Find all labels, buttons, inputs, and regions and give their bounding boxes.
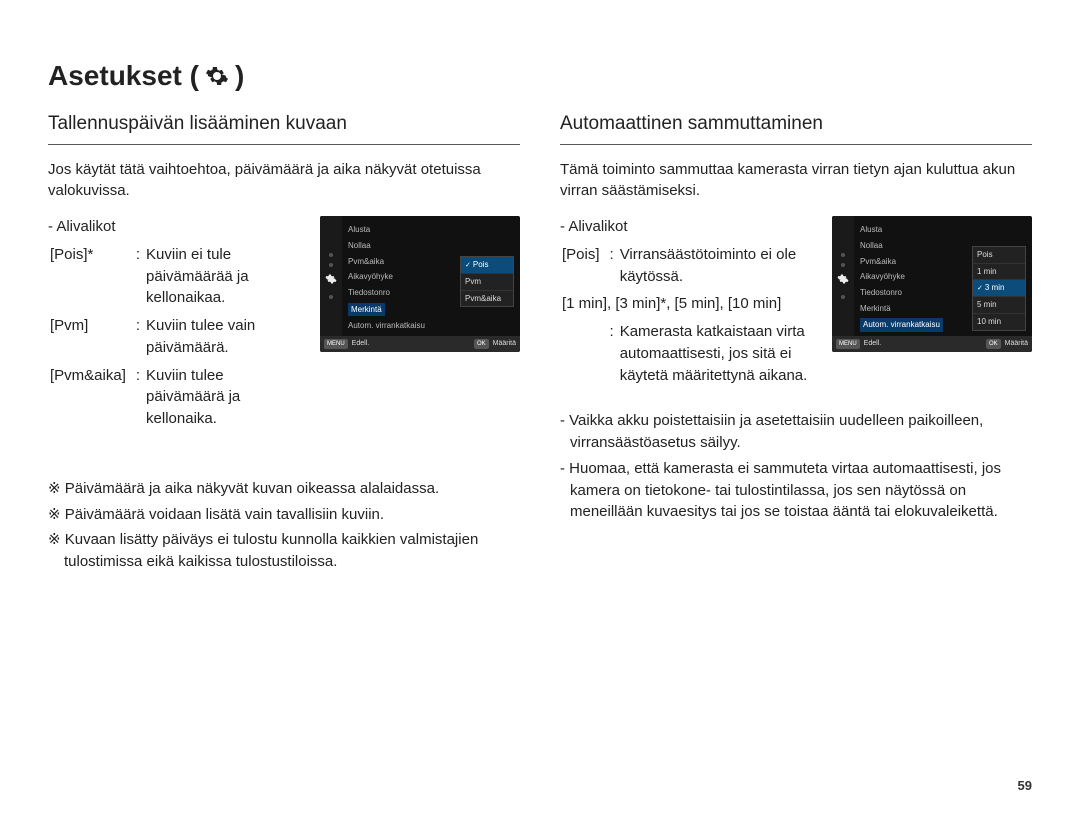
right-upper-row: - Alivalikot [Pois] : Virransäästötoimin…	[560, 216, 1032, 392]
shot-side	[832, 216, 854, 336]
side-dot-icon	[841, 295, 845, 299]
colon: :	[610, 244, 618, 292]
right-column: Automaattinen sammuttaminen Tämä toimint…	[560, 110, 1032, 577]
desc: Kuviin tulee päivämäärä ja kellonaika.	[146, 365, 310, 434]
side-dot-icon	[329, 263, 333, 267]
popup: Pois Pvm Pvm&aika	[460, 256, 514, 307]
desc: Virransäästötoiminto ei ole käytössä.	[620, 244, 822, 292]
right-screenshot: Alusta Nollaa Pvm&aika Aikavyöhyke Tiedo…	[832, 216, 1032, 352]
table-row: : Kamerasta katkaistaan virta automaatti…	[562, 321, 822, 390]
right-heading: Automaattinen sammuttaminen	[560, 110, 1032, 145]
left-column: Tallennuspäivän lisääminen kuvaan Jos kä…	[48, 110, 520, 577]
menu-button-icon: MENU	[324, 339, 348, 350]
ok-button-icon: OK	[986, 339, 1001, 350]
note: ※ Päivämäärä voidaan lisätä vain tavalli…	[48, 504, 520, 526]
term: [Pois]*	[50, 244, 134, 313]
gear-icon	[837, 273, 849, 289]
page-number: 59	[1018, 778, 1032, 793]
manual-page: Asetukset ( ) Tallennuspäivän lisääminen…	[0, 0, 1080, 815]
gear-icon	[205, 64, 229, 88]
left-submenu-label: - Alivalikot	[48, 216, 312, 238]
menu-row: Nollaa	[348, 240, 514, 252]
term: [Pvm&aika]	[50, 365, 134, 434]
table-row: [Pois] : Virransäästötoiminto ei ole käy…	[562, 244, 822, 292]
columns: Tallennuspäivän lisääminen kuvaan Jos kä…	[48, 110, 1032, 577]
right-def-table: [Pois] : Virransäästötoiminto ei ole käy…	[560, 242, 824, 393]
colon: :	[610, 321, 618, 390]
shot-body: Alusta Nollaa Pvm&aika Aikavyöhyke Tiedo…	[832, 216, 1032, 336]
popup-row-selected: Pois	[461, 257, 513, 274]
right-submenu-label: - Alivalikot	[560, 216, 824, 238]
footer-left-text: Edell.	[352, 339, 370, 349]
table-row: [1 min], [3 min]*, [5 min], [10 min]	[562, 293, 822, 319]
footer-right-text: Määritä	[493, 339, 516, 349]
menu-row: Alusta	[348, 224, 514, 236]
menu-button-icon: MENU	[836, 339, 860, 350]
note: ※ Kuvaan lisätty päiväys ei tulostu kunn…	[48, 529, 520, 573]
table-row: [Pois]* : Kuviin ei tule päivämäärää ja …	[50, 244, 310, 313]
empty-cell	[562, 321, 608, 390]
ok-button-icon: OK	[474, 339, 489, 350]
popup-row: Pois	[973, 247, 1025, 264]
popup-row: 1 min	[973, 264, 1025, 281]
left-def-table: [Pois]* : Kuviin ei tule päivämäärää ja …	[48, 242, 312, 436]
desc: Kuviin tulee vain päivämäärä.	[146, 315, 310, 363]
shot-footer: MENU Edell. OK Määritä	[832, 336, 1032, 352]
left-heading: Tallennuspäivän lisääminen kuvaan	[48, 110, 520, 145]
table-row: [Pvm] : Kuviin tulee vain päivämäärä.	[50, 315, 310, 363]
colon: :	[136, 315, 144, 363]
shot-body: Alusta Nollaa Pvm&aika AikavyöhykePois T…	[320, 216, 520, 336]
title-suffix: )	[235, 60, 244, 92]
footer-left-text: Edell.	[864, 339, 882, 349]
menu-row: Alusta	[860, 224, 1026, 236]
side-dot-icon	[329, 295, 333, 299]
colon: :	[136, 365, 144, 434]
left-upper-row: - Alivalikot [Pois]* : Kuviin ei tule pä…	[48, 216, 520, 436]
popup: Pois 1 min 3 min 5 min 10 min	[972, 246, 1026, 331]
right-submenu-block: - Alivalikot [Pois] : Virransäästötoimin…	[560, 216, 824, 392]
left-intro: Jos käytät tätä vaihtoehtoa, päivämäärä …	[48, 159, 520, 203]
term: [Pvm]	[50, 315, 134, 363]
colon: :	[136, 244, 144, 313]
right-notes: - Vaikka akku poistettaisiin ja asetetta…	[560, 410, 1032, 523]
footer-right-text: Määritä	[1005, 339, 1028, 349]
gear-icon	[325, 273, 337, 289]
note: - Huomaa, että kamerasta ei sammuteta vi…	[560, 458, 1032, 523]
page-title: Asetukset ( )	[48, 60, 1032, 92]
side-dot-icon	[841, 253, 845, 257]
right-intro: Tämä toiminto sammuttaa kamerasta virran…	[560, 159, 1032, 203]
title-prefix: Asetukset (	[48, 60, 199, 92]
popup-row-selected: 3 min	[973, 280, 1025, 297]
left-screenshot: Alusta Nollaa Pvm&aika AikavyöhykePois T…	[320, 216, 520, 352]
desc: Kamerasta katkaistaan virta automaattise…	[620, 321, 822, 390]
camera-menu-shot: Alusta Nollaa Pvm&aika Aikavyöhyke Tiedo…	[832, 216, 1032, 352]
table-row: [Pvm&aika] : Kuviin tulee päivämäärä ja …	[50, 365, 310, 434]
term: [Pois]	[562, 244, 608, 292]
left-notes: ※ Päivämäärä ja aika näkyvät kuvan oikea…	[48, 478, 520, 573]
left-submenu-block: - Alivalikot [Pois]* : Kuviin ei tule pä…	[48, 216, 312, 436]
note: ※ Päivämäärä ja aika näkyvät kuvan oikea…	[48, 478, 520, 500]
popup-row: Pvm	[461, 274, 513, 291]
side-dot-icon	[841, 263, 845, 267]
popup-row: Pvm&aika	[461, 291, 513, 307]
shot-footer: MENU Edell. OK Määritä	[320, 336, 520, 352]
note: - Vaikka akku poistettaisiin ja asetetta…	[560, 410, 1032, 454]
options-line: [1 min], [3 min]*, [5 min], [10 min]	[562, 293, 822, 319]
side-dot-icon	[329, 253, 333, 257]
desc: Kuviin ei tule päivämäärää ja kellonaika…	[146, 244, 310, 313]
popup-row: 10 min	[973, 314, 1025, 330]
popup-row: 5 min	[973, 297, 1025, 314]
menu-row: Autom. virrankatkaisu	[348, 320, 514, 332]
camera-menu-shot: Alusta Nollaa Pvm&aika AikavyöhykePois T…	[320, 216, 520, 352]
shot-side	[320, 216, 342, 336]
